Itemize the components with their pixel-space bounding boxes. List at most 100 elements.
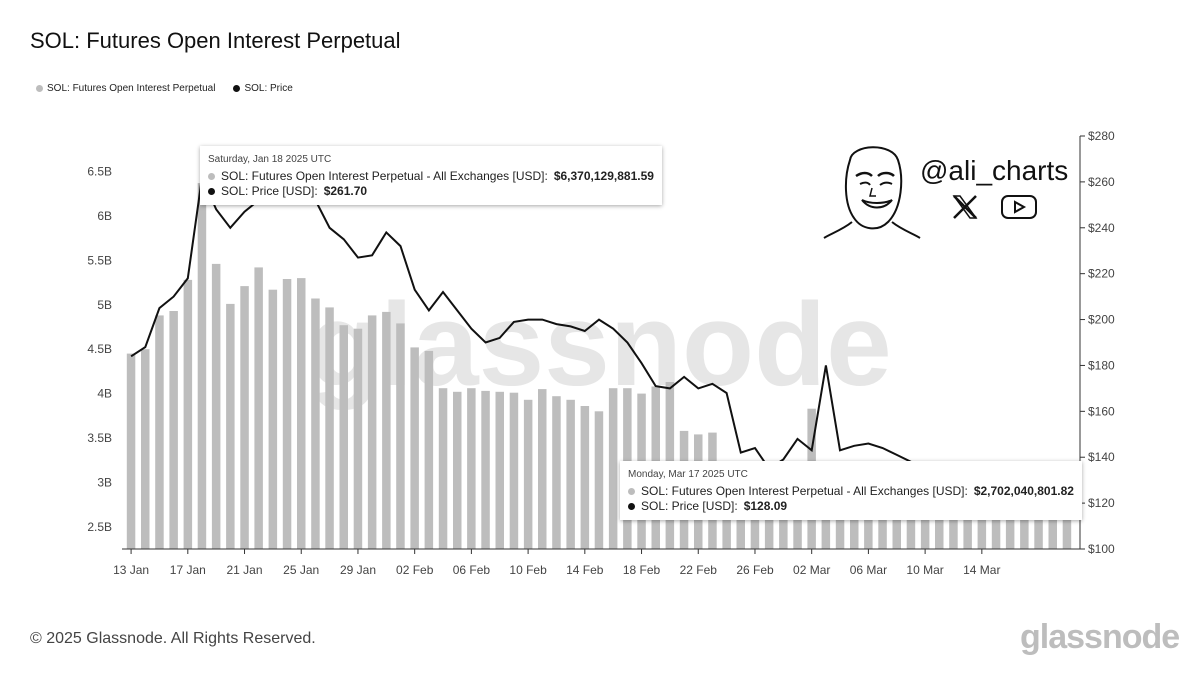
left-tick-label: 5.5B (87, 253, 112, 267)
left-tick-label: 4.5B (87, 342, 112, 356)
oi-bar[interactable] (949, 498, 958, 549)
oi-bar[interactable] (311, 298, 320, 550)
oi-bar[interactable] (523, 399, 533, 549)
oi-bar[interactable] (438, 388, 448, 549)
right-axis-ticks: $100 $120 $140 $160 $180 $200 $220 $240 $260 $280 (1080, 129, 1115, 556)
left-tick-label: 3.5B (87, 431, 112, 445)
left-tick-label: 3B (97, 475, 112, 489)
tooltip-dot-price (628, 503, 635, 510)
tooltip-row-price: SOL: Price [USD]: $128.09 (628, 499, 1074, 514)
legend-label-open-interest: SOL: Futures Open Interest Perpetual (47, 83, 216, 94)
oi-bar[interactable] (991, 501, 1001, 549)
right-tick-label: $140 (1088, 450, 1115, 464)
left-tick-label: 6B (97, 209, 112, 223)
oi-bar[interactable] (141, 349, 150, 549)
oi-bar[interactable] (1005, 503, 1015, 549)
x-tick-label: 10 Mar (906, 563, 943, 577)
x-tick-label: 10 Feb (509, 563, 547, 577)
oi-bar[interactable] (509, 392, 519, 549)
oi-bar[interactable] (481, 390, 490, 549)
tooltip-dot-oi (628, 488, 635, 495)
right-tick-label: $240 (1088, 221, 1115, 235)
right-tick-label: $160 (1088, 404, 1115, 418)
oi-bar[interactable] (1062, 508, 1072, 549)
oi-bar[interactable] (594, 411, 604, 549)
oi-bar[interactable] (339, 325, 349, 549)
oi-bar[interactable] (226, 303, 235, 549)
x-tick-label: 25 Jan (283, 563, 319, 577)
oi-bar[interactable] (1020, 504, 1029, 549)
tooltip-oi-value: $6,370,129,881.59 (553, 169, 654, 183)
oi-bar[interactable] (906, 493, 916, 549)
oi-bar[interactable] (211, 263, 221, 549)
oi-bar[interactable] (297, 278, 306, 549)
oi-bar[interactable] (467, 388, 476, 549)
x-tick-label: 21 Jan (226, 563, 262, 577)
x-tick-label: 26 Feb (736, 563, 774, 577)
tooltip-row-oi: SOL: Futures Open Interest Perpetual - A… (208, 169, 654, 184)
x-tick-label: 17 Jan (170, 563, 206, 577)
oi-bar[interactable] (608, 388, 618, 549)
right-tick-label: $180 (1088, 358, 1115, 372)
oi-bar[interactable] (268, 289, 278, 549)
oi-bar[interactable] (183, 279, 193, 549)
youtube-icon[interactable] (1000, 192, 1038, 222)
x-tick-label: 14 Feb (566, 563, 604, 577)
tooltip-row-price: SOL: Price [USD]: $261.70 (208, 184, 654, 199)
oi-bar[interactable] (254, 267, 263, 549)
oi-bar[interactable] (977, 501, 987, 549)
tooltip-date: Monday, Mar 17 2025 UTC (628, 469, 748, 480)
legend-dot-open-interest (36, 85, 43, 92)
author-handle[interactable]: @ali_charts (920, 155, 1069, 186)
x-icon[interactable] (950, 192, 980, 222)
right-tick-label: $120 (1088, 496, 1115, 510)
oi-bar[interactable] (353, 328, 363, 549)
oi-bar[interactable] (367, 315, 377, 549)
oi-bar[interactable] (580, 406, 590, 549)
tooltip-price-value: $261.70 (323, 184, 368, 198)
oi-bar[interactable] (1048, 507, 1058, 549)
oi-bar[interactable] (169, 311, 178, 549)
x-tick-label: 06 Mar (850, 563, 887, 577)
oi-bar[interactable] (538, 389, 547, 549)
left-tick-label: 5B (97, 298, 112, 312)
legend-label-price: SOL: Price (244, 83, 293, 94)
oi-bar[interactable] (240, 286, 249, 549)
tooltip-row-oi: SOL: Futures Open Interest Perpetual - A… (628, 484, 1074, 499)
oi-bar[interactable] (282, 279, 292, 549)
oi-bar[interactable] (453, 391, 462, 549)
oi-bar[interactable] (566, 399, 575, 549)
oi-bar[interactable] (396, 323, 405, 549)
x-axis-ticks: 13 Jan 17 Jan 21 Jan 25 Jan 29 Jan 02 Feb 06 F… (113, 549, 1000, 577)
tooltip-price-label: SOL: Price [USD]: (641, 499, 738, 513)
tooltip-oi-label: SOL: Futures Open Interest Perpetual - A… (221, 169, 548, 183)
right-tick-label: $280 (1088, 129, 1115, 143)
tooltip-price-label: SOL: Price [USD]: (221, 184, 318, 198)
oi-bar[interactable] (155, 315, 164, 549)
footer-copyright: © 2025 Glassnode. All Rights Reserved. (30, 630, 316, 647)
oi-bar[interactable] (424, 350, 434, 549)
oi-bar[interactable] (935, 498, 944, 549)
tooltip-jan-18: Saturday, Jan 18 2025 UTC SOL: Futures O… (200, 146, 662, 205)
oi-bar[interactable] (410, 347, 419, 549)
left-tick-label: 2.5B (87, 520, 112, 534)
tooltip-oi-label: SOL: Futures Open Interest Perpetual - A… (641, 484, 968, 498)
meme-face-icon (823, 146, 921, 239)
oi-bar[interactable] (495, 391, 505, 549)
x-tick-label: 29 Jan (340, 563, 376, 577)
oi-bar[interactable] (920, 496, 930, 549)
oi-bar[interactable] (325, 307, 334, 549)
x-tick-label: 14 Mar (963, 563, 1000, 577)
right-tick-label: $200 (1088, 313, 1115, 327)
oi-bar[interactable] (963, 500, 972, 549)
x-tick-label: 02 Mar (793, 563, 830, 577)
oi-bar[interactable] (552, 396, 561, 549)
legend-item-price[interactable]: SOL: Price (233, 83, 293, 94)
chart-title: SOL: Futures Open Interest Perpetual (30, 28, 401, 53)
oi-bar[interactable] (382, 311, 391, 549)
oi-bar[interactable] (197, 183, 207, 549)
oi-bar[interactable] (1034, 506, 1043, 549)
oi-bar[interactable] (126, 353, 136, 549)
legend-item-open-interest[interactable]: SOL: Futures Open Interest Perpetual (36, 83, 215, 94)
